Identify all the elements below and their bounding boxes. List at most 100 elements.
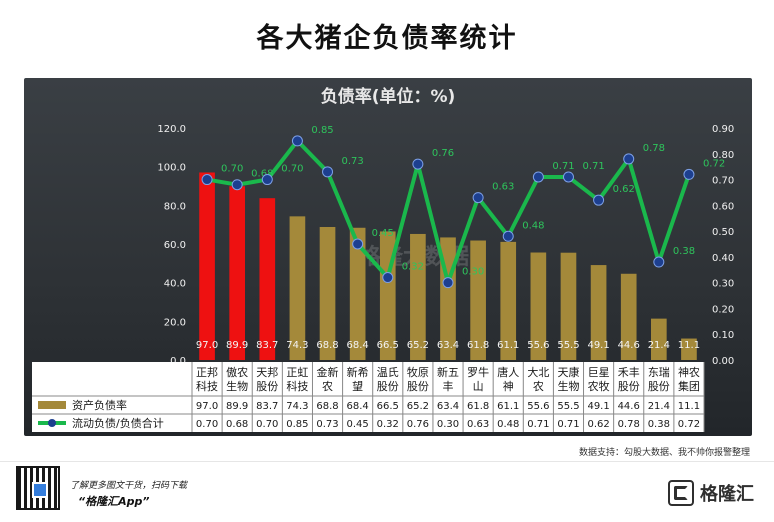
qr-code[interactable] xyxy=(16,466,60,510)
table-cell-bars: 68.4 xyxy=(347,401,369,412)
legend-label-line: 流动负债/负债合计 xyxy=(72,416,164,430)
bar-value-label: 61.8 xyxy=(467,340,489,351)
bar xyxy=(199,172,215,360)
line-marker xyxy=(412,158,424,170)
bar xyxy=(229,186,246,360)
table-cell-line: 0.32 xyxy=(377,419,399,430)
table-cell-bars: 49.1 xyxy=(587,401,609,412)
line-value-label: 0.45 xyxy=(372,228,394,239)
table-cell-line: 0.45 xyxy=(347,419,369,430)
category-label: 农 xyxy=(533,379,544,393)
category-label: 科技 xyxy=(286,379,308,393)
y-right-tick-label: 0.30 xyxy=(712,279,734,290)
category-label: 金新 xyxy=(317,365,339,379)
table-cell-bars: 55.5 xyxy=(557,401,579,412)
line-value-label: 0.68 xyxy=(251,169,273,180)
source-note: 数据支持：勾股大数据、我不帅你报警整理 xyxy=(578,448,750,458)
line-marker xyxy=(683,168,695,180)
bar-value-label: 21.4 xyxy=(648,340,670,351)
line-marker xyxy=(472,192,484,204)
footer-divider xyxy=(0,461,774,462)
line-marker xyxy=(231,179,243,191)
line-marker xyxy=(291,135,303,147)
bar xyxy=(410,233,426,360)
category-label: 生物 xyxy=(226,379,248,393)
line-marker xyxy=(502,230,514,242)
line-marker xyxy=(442,277,454,289)
bar xyxy=(620,273,637,360)
table-cell-line: 0.68 xyxy=(226,419,248,430)
category-label: 正虹 xyxy=(286,366,308,379)
bar xyxy=(259,198,276,360)
table-cell-line: 0.62 xyxy=(587,419,609,430)
y-left-tick-label: 60.0 xyxy=(164,240,186,251)
line-marker xyxy=(653,256,665,268)
line-marker xyxy=(352,238,364,250)
category-label: 股份 xyxy=(377,380,399,393)
table-cell-bars: 21.4 xyxy=(648,401,670,412)
table-cell-bars: 65.2 xyxy=(407,401,429,412)
category-label: 新希 xyxy=(347,365,369,379)
brand-logo: 格隆汇 xyxy=(668,476,754,510)
line-value-label: 0.30 xyxy=(462,267,484,278)
bar-value-label: 44.6 xyxy=(618,340,640,351)
chart: 负债率(单位：%) 0.0 20.0 40.0 60.0 80.0 100.0 120.0 0.… xyxy=(32,86,734,432)
category-label: 股份 xyxy=(256,380,278,393)
table-cell-bars: 61.1 xyxy=(497,401,519,412)
y-right-tick-label: 0.80 xyxy=(712,150,734,161)
y-right-tick-label: 0.20 xyxy=(712,304,734,315)
line-value-label: 0.71 xyxy=(582,161,604,172)
category-label: 傲农 xyxy=(226,365,248,379)
category-label: 股份 xyxy=(407,380,429,393)
bar xyxy=(500,241,517,360)
category-label: 股份 xyxy=(618,380,640,393)
table-cell-bars: 11.1 xyxy=(678,401,700,412)
bar xyxy=(349,227,366,360)
category-label: 山 xyxy=(473,380,484,393)
y-right-tick-label: 0.90 xyxy=(712,124,734,135)
category-label: 科技 xyxy=(196,379,218,393)
y-right-tick-label: 0.60 xyxy=(712,201,734,212)
bar-value-label: 61.1 xyxy=(497,340,519,351)
y-right-tick-label: 0.70 xyxy=(712,176,734,187)
page-title: 各大猪企负债率统计 xyxy=(256,23,518,54)
bar-value-label: 74.3 xyxy=(286,340,308,351)
bar xyxy=(530,252,547,360)
table-cell-line: 0.85 xyxy=(286,419,308,430)
chart-title: 负债率(单位：%) xyxy=(321,86,456,107)
bar xyxy=(650,318,667,360)
chart-panel: 负债率(单位：%) 0.0 20.0 40.0 60.0 80.0 100.0 120.0 0.… xyxy=(24,78,752,436)
line-value-label: 0.32 xyxy=(402,262,424,273)
table-cell-line: 0.63 xyxy=(467,419,489,430)
line-value-label: 0.38 xyxy=(673,246,695,257)
bar-value-label: 66.5 xyxy=(377,340,399,351)
y-left-tick-label: 100.0 xyxy=(157,163,186,174)
line-marker xyxy=(593,194,605,206)
bar xyxy=(289,216,306,360)
data-table-bg xyxy=(32,362,704,432)
bar-value-label: 89.9 xyxy=(226,340,248,351)
y-left-tick-label: 120.0 xyxy=(157,124,186,135)
line-value-label: 0.62 xyxy=(613,184,635,195)
category-label: 大北 xyxy=(527,365,549,379)
category-label: 天邦 xyxy=(256,366,278,379)
table-cell-line: 0.70 xyxy=(256,419,278,430)
line-marker xyxy=(322,166,334,178)
table-cell-line: 0.76 xyxy=(407,419,429,430)
line-value-label: 0.85 xyxy=(311,125,333,136)
category-label: 神 xyxy=(503,379,514,393)
y-left-tick-label: 20.0 xyxy=(164,317,186,328)
y-right-tick-label: 0.50 xyxy=(712,227,734,238)
line-marker xyxy=(382,272,394,284)
table-cell-bars: 61.8 xyxy=(467,401,489,412)
bar-value-label: 65.2 xyxy=(407,340,429,351)
category-label: 新五 xyxy=(437,365,459,379)
category-label: 天康 xyxy=(557,365,579,379)
line-marker xyxy=(532,171,544,183)
category-label: 农 xyxy=(322,379,333,393)
category-label: 温氏 xyxy=(377,366,399,379)
bar xyxy=(470,240,486,360)
footer-text-download: 了解更多图文干货，扫码下载 xyxy=(70,481,188,491)
category-label: 望 xyxy=(352,380,363,393)
bar xyxy=(319,226,336,360)
